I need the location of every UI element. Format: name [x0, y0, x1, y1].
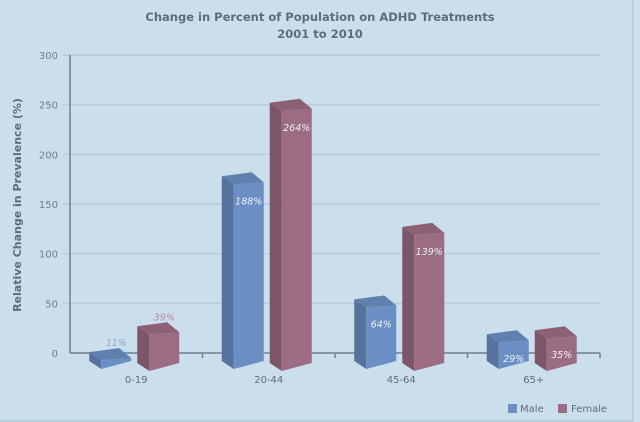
y-tick-label: 200	[39, 150, 58, 161]
bar-data-label: 39%	[154, 312, 175, 323]
y-tick-label: 150	[39, 200, 58, 211]
bar-male: 64%	[354, 295, 397, 369]
bar-front-face	[546, 336, 577, 371]
bar-front-face	[281, 108, 312, 371]
x-axis-categories: 0-19 20-44 45-64 65+	[125, 375, 544, 386]
y-tick-label: 300	[39, 51, 58, 62]
bar-data-label: 29%	[503, 354, 524, 365]
bar-data-label: 188%	[235, 196, 262, 207]
bar-male: 188%	[221, 172, 264, 369]
axes	[69, 55, 601, 358]
bar-female: 39%	[137, 312, 180, 371]
bar-side-face	[221, 176, 234, 369]
bar-side-face	[354, 299, 367, 369]
bar-data-label: 264%	[283, 123, 310, 134]
y-tick-label: 0	[52, 349, 58, 360]
bar-front-face	[414, 232, 445, 371]
bar-top-face	[221, 172, 264, 185]
bar-side-face	[137, 326, 150, 371]
y-tick-label: 100	[39, 250, 58, 261]
bar-top-face	[89, 348, 132, 361]
x-category-label: 20-44	[254, 375, 283, 386]
bar-data-label: 11%	[106, 338, 127, 349]
bar-side-face	[89, 352, 102, 369]
y-tick-label: 50	[45, 299, 58, 310]
bar-side-face	[269, 102, 282, 371]
legend-label-female: Female	[571, 404, 607, 415]
bar-top-face	[534, 326, 577, 339]
bar-front-face	[233, 182, 264, 369]
gridlines	[63, 54, 600, 305]
x-category-label: 45-64	[387, 375, 416, 386]
bar-top-face	[486, 330, 529, 343]
bar-front-face	[149, 332, 180, 371]
bar-male: 29%	[486, 330, 529, 369]
bar-side-face	[534, 330, 547, 371]
bar-top-face	[354, 295, 397, 308]
legend-label-male: Male	[520, 404, 544, 415]
bar-female: 264%	[269, 98, 312, 371]
legend: Male Female	[508, 404, 607, 415]
bar-top-face	[402, 222, 445, 235]
y-axis-label: Relative Change in Prevalence (%)	[11, 98, 24, 312]
bar-top-face	[137, 322, 180, 335]
x-category-label: 65+	[523, 375, 544, 386]
bar-front-face	[498, 340, 529, 369]
bar-side-face	[402, 226, 415, 371]
bar-data-label: 35%	[551, 350, 572, 361]
x-category-label: 0-19	[125, 375, 148, 386]
chart-subtitle: 2001 to 2010	[277, 27, 362, 41]
legend-swatch-male	[508, 404, 517, 413]
bar-data-label: 139%	[416, 247, 443, 258]
bar-front-face	[366, 305, 397, 369]
bar-top-face	[269, 98, 312, 111]
bar-female: 139%	[402, 222, 445, 371]
bars: 11% 39% 188% 264% 64% 139% 29% 35%	[89, 98, 577, 371]
bar-male: 11%	[89, 338, 132, 369]
bar-side-face	[486, 334, 499, 369]
y-tick-label: 250	[39, 101, 58, 112]
bar-front-face	[101, 358, 132, 369]
bar-female: 35%	[534, 326, 577, 371]
legend-swatch-female	[558, 404, 567, 413]
bar-data-label: 64%	[371, 319, 392, 330]
y-axis-ticks: 0 50 100 150 200 250 300	[39, 51, 58, 360]
chart-title: Change in Percent of Population on ADHD …	[145, 10, 494, 24]
